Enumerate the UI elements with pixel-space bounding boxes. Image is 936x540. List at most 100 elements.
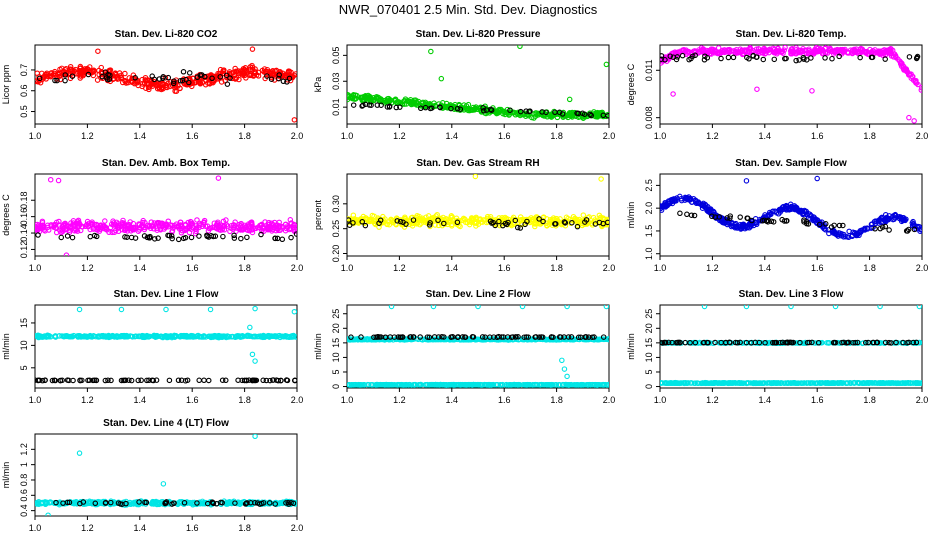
y-tick-label: 0.14 [19,224,29,242]
data-point [462,219,469,226]
data-point [186,70,193,76]
data-point [72,222,79,229]
data-point [105,377,111,384]
data-point [193,226,199,232]
data-point [371,213,377,220]
data-point [845,50,852,56]
data-point [779,48,786,54]
outlier-point [814,175,820,182]
data-point [798,207,805,214]
x-tick-label: 1.4 [446,131,459,141]
data-point [87,233,94,240]
chart-title: Stan. Dev. Sample Flow [735,158,847,169]
data-point [516,382,523,388]
data-point [749,221,756,227]
data-point [146,235,153,241]
data-point [197,79,203,85]
data-point [783,55,789,62]
data-point [709,213,715,220]
data-point [860,380,866,386]
x-tick-label: 1.2 [706,263,719,273]
data-point [165,74,172,81]
data-point [669,196,675,203]
x-tick-label: 2.0 [291,395,304,405]
data-point [431,334,438,340]
data-point [244,234,250,241]
data-point [705,48,712,54]
data-point [871,380,878,386]
data-point [120,217,126,224]
data-point [884,216,890,222]
outlier-point [566,96,573,103]
data-point [561,334,567,340]
data-point [799,48,806,55]
x-tick-label: 1.0 [29,395,42,405]
data-point [575,382,581,388]
data-point [424,334,431,340]
x-tick-label: 1.0 [341,131,354,141]
data-point [427,220,433,226]
outlier-point [743,305,750,310]
data-point [102,69,109,75]
data-point [38,222,44,229]
data-point [219,377,226,383]
data-point [600,112,607,119]
outlier-point [430,305,437,310]
data-point [364,336,371,342]
data-point [48,222,54,228]
y-tick-label: 0.03 [331,72,341,90]
data-point [457,106,464,112]
data-point [822,55,828,61]
data-point [169,235,175,242]
data-point [507,107,513,114]
data-point [94,227,101,233]
data-point [56,73,62,80]
data-point [596,219,603,226]
data-point [908,71,914,77]
x-tick-label: 1.8 [550,395,563,405]
data-point [755,380,761,386]
data-point [282,332,289,339]
data-point [812,216,819,222]
data-point [175,224,182,230]
y-tick-label: 2.0 [644,202,654,215]
data-point [579,110,586,117]
data-point [913,80,919,86]
plot-frame [34,44,298,125]
data-point [270,377,277,383]
x-tick-label: 1.8 [863,263,876,273]
data-point [504,221,510,228]
data-point [433,213,439,219]
data-point [279,236,286,243]
data-point [415,216,422,222]
x-tick-label: 1.6 [498,131,511,141]
data-point [232,65,238,72]
data-point [517,225,524,231]
data-point [144,377,150,384]
data-point [284,377,291,384]
data-point [536,216,542,222]
data-point [378,102,384,108]
data-point [900,380,906,386]
data-point [286,75,293,82]
data-point [62,221,68,227]
y-tick-label: 1.5 [644,225,654,238]
data-point [566,112,573,119]
data-point [128,234,135,241]
data-point [154,220,160,227]
data-point [585,381,592,388]
data-point [910,218,916,225]
data-point [770,219,777,225]
data-point [739,47,745,54]
data-point [531,115,537,121]
data-point [108,377,114,384]
data-point [85,377,91,384]
x-tick-label: 1.2 [706,395,719,405]
data-point [35,224,39,230]
plot-frame [659,173,923,257]
data-point [285,68,292,74]
data-point [832,49,838,55]
chart-title: Stan. Dev. Line 2 Flow [426,289,531,300]
data-point [166,377,173,384]
x-tick-label: 1.0 [341,395,354,405]
